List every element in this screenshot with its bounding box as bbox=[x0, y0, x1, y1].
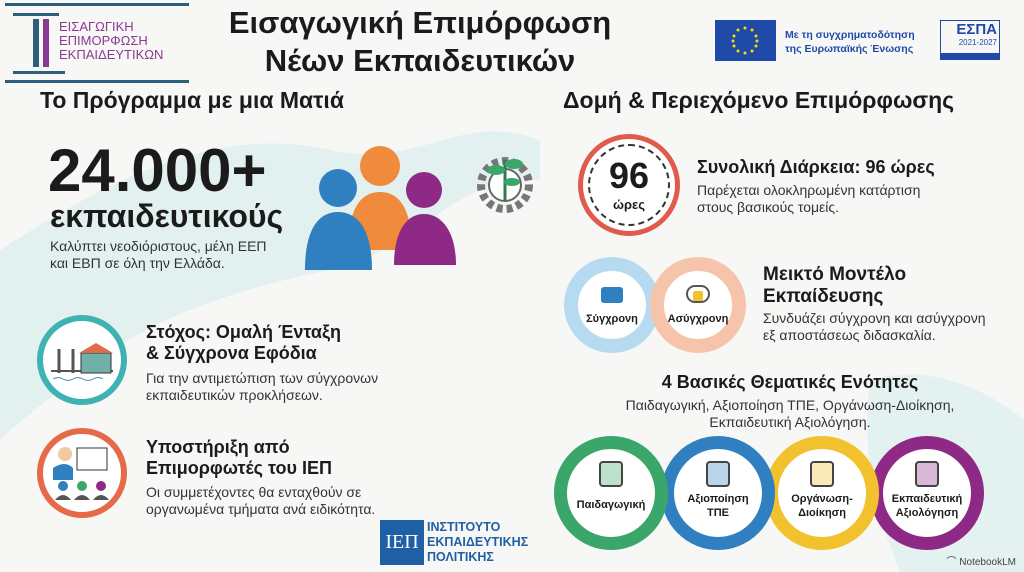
page-title: Εισαγωγική Επιμόρφωση Νέων Εκπαιδευτικών bbox=[228, 5, 612, 78]
support-desc: οργανωμένα τμήματα ανά ειδικότητα. bbox=[146, 501, 376, 517]
module-label: Παιδαγωγική bbox=[576, 499, 646, 511]
module-circle: Οργάνωση- Διοίκηση bbox=[765, 436, 879, 550]
modules-title: 4 Βασικές Θεματικές Ενότητες bbox=[661, 372, 919, 392]
module-label: Αξιολόγηση bbox=[895, 507, 959, 519]
tablet-wifi-icon bbox=[706, 461, 730, 487]
stat-desc: Καλύπτει νεοδιόριστους, μέλη ΕΕΠ bbox=[50, 238, 267, 254]
mixed-title: Εκπαίδευσης bbox=[763, 286, 884, 307]
clock-icon: 96 ώρες bbox=[578, 134, 680, 236]
program-logo: ΕΙΣΑΓΩΓΙΚΗ ΕΠΙΜΟΡΦΩΣΗ ΕΚΠΑΙΔΕΥΤΙΚΩΝ bbox=[5, 3, 189, 83]
duration-title: Συνολική Διάρκεια: 96 ώρες bbox=[697, 157, 935, 177]
mixed-title: Μεικτό Μοντέλο bbox=[763, 264, 907, 285]
eu-stars-icon bbox=[731, 26, 759, 55]
mixed-desc: εξ αποστάσεως διδασκαλία. bbox=[763, 327, 936, 343]
video-camera-icon bbox=[601, 287, 623, 303]
goal-desc: εκπαιδευτικών προκλήσεων. bbox=[146, 387, 323, 403]
goal-desc: Για την αντιμετώπιση των σύγχρονων bbox=[146, 370, 379, 386]
module-circle: Αξιοποίηση ΤΠΕ bbox=[661, 436, 775, 550]
espa-logo: ΕΣΠΑ 2021-2027 bbox=[940, 20, 1000, 60]
logo-text: ΕΚΠΑΙΔΕΥΤΙΚΩΝ bbox=[59, 47, 164, 62]
module-label: Εκπαιδευτική bbox=[891, 493, 963, 505]
module-circle: Παιδαγωγική bbox=[554, 436, 668, 550]
modules-desc: Παιδαγωγική, Αξιοποίηση ΤΠΕ, Οργάνωση-Δι… bbox=[625, 397, 955, 413]
duration-desc: Παρέχεται ολοκληρωμένη κατάρτιση bbox=[697, 182, 921, 198]
trainer-presentation-icon bbox=[37, 428, 127, 518]
clipboard-check-icon bbox=[915, 461, 939, 487]
module-label: Οργάνωση- bbox=[791, 493, 853, 505]
sync-circle: Σύγχρονη bbox=[564, 257, 660, 353]
module-label: Διοίκηση bbox=[798, 507, 846, 519]
goal-title: Στόχος: Ομαλή Ένταξη bbox=[146, 322, 341, 342]
notebooklm-watermark: ⌒ NotebookLM bbox=[946, 557, 1016, 568]
stat-value: 24.000+ bbox=[48, 137, 267, 204]
right-heading: Δομή & Περιεχόμενο Επιμόρφωσης bbox=[563, 87, 955, 113]
modules-desc: Εκπαιδευτική Αξιολόγηση. bbox=[709, 414, 871, 430]
logo-mark-icon bbox=[33, 19, 39, 67]
eu-text: της Ευρωπαϊκής Ένωσης bbox=[785, 43, 914, 55]
gear-plant-icon bbox=[477, 157, 533, 213]
left-heading: Το Πρόγραμμα με μια Ματιά bbox=[40, 87, 344, 113]
mixed-desc: Συνδυάζει σύγχρονη και ασύγχρονη bbox=[763, 310, 986, 326]
support-title: Υποστήριξη από bbox=[146, 437, 290, 457]
eu-flag bbox=[715, 20, 776, 61]
clock-unit: ώρες bbox=[613, 197, 645, 212]
bridge-school-icon bbox=[37, 315, 127, 405]
clock-value: 96 bbox=[608, 155, 650, 196]
stat-unit: εκπαιδευτικούς bbox=[50, 198, 284, 234]
duration-desc: στους βασικούς τομείς. bbox=[697, 199, 840, 215]
module-label: Αξιοποίηση bbox=[687, 493, 749, 505]
module-circle: Εκπαιδευτική Αξιολόγηση bbox=[870, 436, 984, 550]
brain-icon bbox=[599, 461, 623, 487]
cloud-database-icon bbox=[686, 285, 710, 303]
async-circle: Ασύγχρονη bbox=[650, 257, 746, 353]
iep-logo: ΙΕΠ ΙΝΣΤΙΤΟΥΤΟ ΕΚΠΑΙΔΕΥΤΙΚΗΣ ΠΟΛΙΤΙΚΗΣ bbox=[380, 520, 528, 565]
handshake-building-icon bbox=[810, 461, 834, 487]
support-desc: Οι συμμετέχοντες θα ενταχθούν σε bbox=[146, 484, 362, 500]
people-icon bbox=[305, 146, 456, 270]
logo-text: ΕΙΣΑΓΩΓΙΚΗ bbox=[59, 19, 134, 34]
stat-desc: και ΕΒΠ σε όλη την Ελλάδα. bbox=[50, 255, 225, 271]
eu-text: Με τη συγχρηματοδότηση bbox=[785, 29, 915, 41]
logo-text: ΕΠΙΜΟΡΦΩΣΗ bbox=[59, 33, 148, 48]
support-title: Επιμορφωτές του ΙΕΠ bbox=[146, 458, 333, 478]
module-label: ΤΠΕ bbox=[707, 507, 729, 519]
goal-title: & Σύγχρονα Εφόδια bbox=[146, 343, 317, 363]
